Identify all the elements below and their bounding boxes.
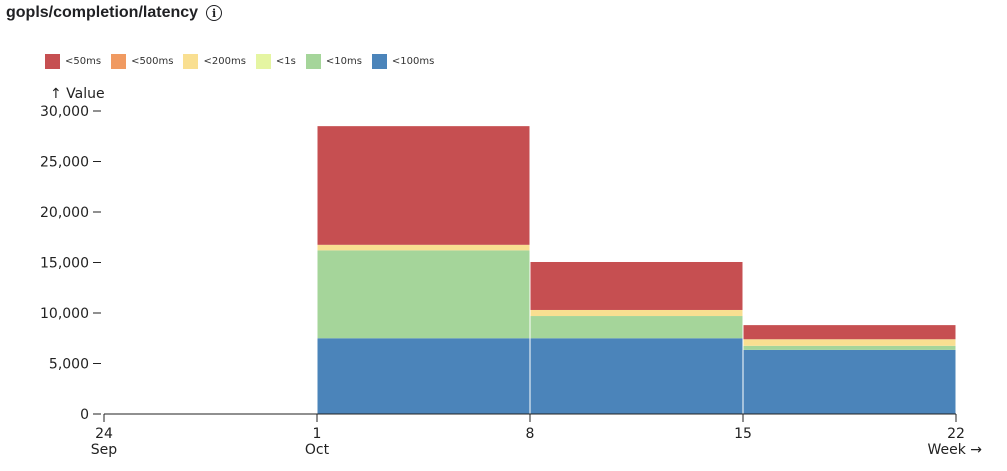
legend-swatch [255, 54, 271, 69]
legend-swatch [183, 54, 199, 69]
bar-segment [317, 126, 530, 245]
legend-item[interactable]: <500ms [111, 54, 173, 69]
legend: <50ms <500ms <200ms <1s <10ms <100ms [45, 54, 444, 69]
x-tick-month: Sep [91, 442, 118, 458]
y-tick-label: 15,000 [40, 256, 89, 272]
x-tick-label: 15 [734, 426, 752, 442]
info-icon[interactable]: i [206, 5, 223, 21]
y-tick-label: 30,000 [40, 104, 89, 120]
bar-segment [743, 339, 956, 346]
legend-swatch [111, 54, 127, 69]
legend-label: <200ms [203, 56, 246, 67]
x-axis-label: Week → [927, 442, 982, 458]
bar-segment [317, 338, 530, 414]
legend-item[interactable]: <50ms [45, 54, 101, 69]
x-tick-month: Oct [305, 442, 330, 458]
legend-label: <10ms [325, 56, 362, 67]
legend-swatch [305, 54, 321, 69]
legend-swatch [45, 54, 60, 69]
bar-segment [317, 244, 530, 251]
chart-title: gopls/completion/latency i [6, 4, 223, 22]
legend-swatch [371, 54, 387, 69]
legend-item[interactable]: <100ms [371, 54, 435, 69]
bar-segment [530, 261, 743, 310]
y-tick-label: 10,000 [40, 306, 89, 322]
x-tick-label: 1 [313, 426, 322, 442]
legend-label: <50ms [65, 56, 102, 67]
y-tick-label: 0 [80, 407, 89, 423]
x-tick-label: 24 [95, 426, 113, 442]
x-tick-label: 22 [947, 426, 965, 442]
legend-label: <1s [275, 56, 296, 67]
bar-segment [530, 309, 743, 317]
y-tick-label: 25,000 [40, 155, 89, 171]
legend-item[interactable]: <1s [255, 54, 296, 69]
bar-segment [530, 338, 743, 414]
x-tick-label: 8 [526, 426, 535, 442]
bar-segment [743, 325, 956, 340]
y-tick-label: 5,000 [49, 357, 89, 373]
chart-title-text: gopls/completion/latency [6, 4, 199, 21]
y-tick-label: 20,000 [40, 205, 89, 221]
legend-item[interactable]: <200ms [183, 54, 246, 69]
bar-segment [317, 250, 530, 339]
y-axis-label: ↑ Value [50, 86, 105, 102]
bar-segment [743, 345, 956, 350]
legend-label: <100ms [391, 56, 435, 67]
legend-label: <500ms [131, 56, 174, 67]
bar-segment [743, 349, 956, 414]
bar-segment [530, 316, 743, 339]
legend-item[interactable]: <10ms [305, 54, 362, 69]
